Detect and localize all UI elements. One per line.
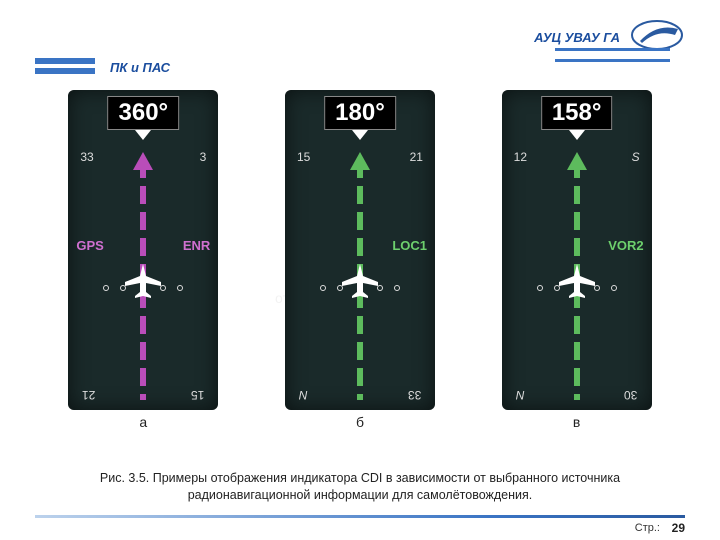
deviation-dot-icon (611, 285, 617, 291)
compass-tick: N (299, 388, 308, 402)
panel-caption: в (502, 414, 652, 430)
compass-tick: 30 (624, 388, 637, 402)
heading-readout: 360° (108, 96, 180, 130)
nav-source-left: GPS (76, 238, 103, 253)
compass-tick: 21 (410, 150, 423, 164)
instruments-row: 360° 33 3 21 15 GPS ENR а (35, 90, 685, 430)
heading-pointer-icon (352, 130, 368, 140)
org-name: АУЦ УВАУ ГА (534, 30, 620, 45)
compass-tick: 33 (408, 388, 421, 402)
panel-caption: а (68, 414, 218, 430)
compass-tick: S (632, 150, 640, 164)
compass-tick: 33 (80, 150, 93, 164)
deviation-dot-icon (537, 285, 543, 291)
panel-a: 360° 33 3 21 15 GPS ENR а (68, 90, 218, 430)
deviation-dot-icon (394, 285, 400, 291)
cdi-instrument-c: 158° 12 S N 30 VOR2 (502, 90, 652, 410)
compass-tick: 12 (514, 150, 527, 164)
panel-b: 180° 15 21 N 33 LOC1 б (285, 90, 435, 430)
aircraft-symbol-icon (123, 260, 163, 300)
figure-area: маршрута отклонения 360° 33 3 21 15 GPS … (35, 90, 685, 460)
section-label: ПК и ПАС (110, 60, 170, 75)
heading-readout: 180° (324, 96, 396, 130)
nav-source-right: VOR2 (608, 238, 643, 253)
deviation-dot-icon (320, 285, 326, 291)
page-label: Стр.: (635, 522, 660, 534)
compass-tick: 21 (82, 388, 95, 402)
compass-tick: N (516, 388, 525, 402)
deviation-dot-icon (103, 285, 109, 291)
aircraft-symbol-icon (557, 260, 597, 300)
compass-tick: 15 (297, 150, 310, 164)
deviation-dot-icon (177, 285, 183, 291)
footer-rule (35, 515, 685, 518)
nav-source-right: LOC1 (392, 238, 427, 253)
cdi-instrument-b: 180° 15 21 N 33 LOC1 (285, 90, 435, 410)
cdi-instrument-a: 360° 33 3 21 15 GPS ENR (68, 90, 218, 410)
heading-pointer-icon (569, 130, 585, 140)
figure-caption: Рис. 3.5. Примеры отображения индикатора… (60, 470, 660, 504)
aircraft-symbol-icon (340, 260, 380, 300)
logo-underline (555, 48, 670, 62)
heading-pointer-icon (135, 130, 151, 140)
header-accent-bars (35, 58, 95, 78)
heading-readout: 158° (541, 96, 613, 130)
nav-source-right: ENR (183, 238, 210, 253)
panel-caption: б (285, 414, 435, 430)
panel-c: 158° 12 S N 30 VOR2 в (502, 90, 652, 430)
page-number: 29 (672, 521, 685, 535)
slide-header: АУЦ УВАУ ГА ПК и ПАС (0, 0, 720, 80)
compass-tick: 15 (191, 388, 204, 402)
compass-tick: 3 (200, 150, 207, 164)
